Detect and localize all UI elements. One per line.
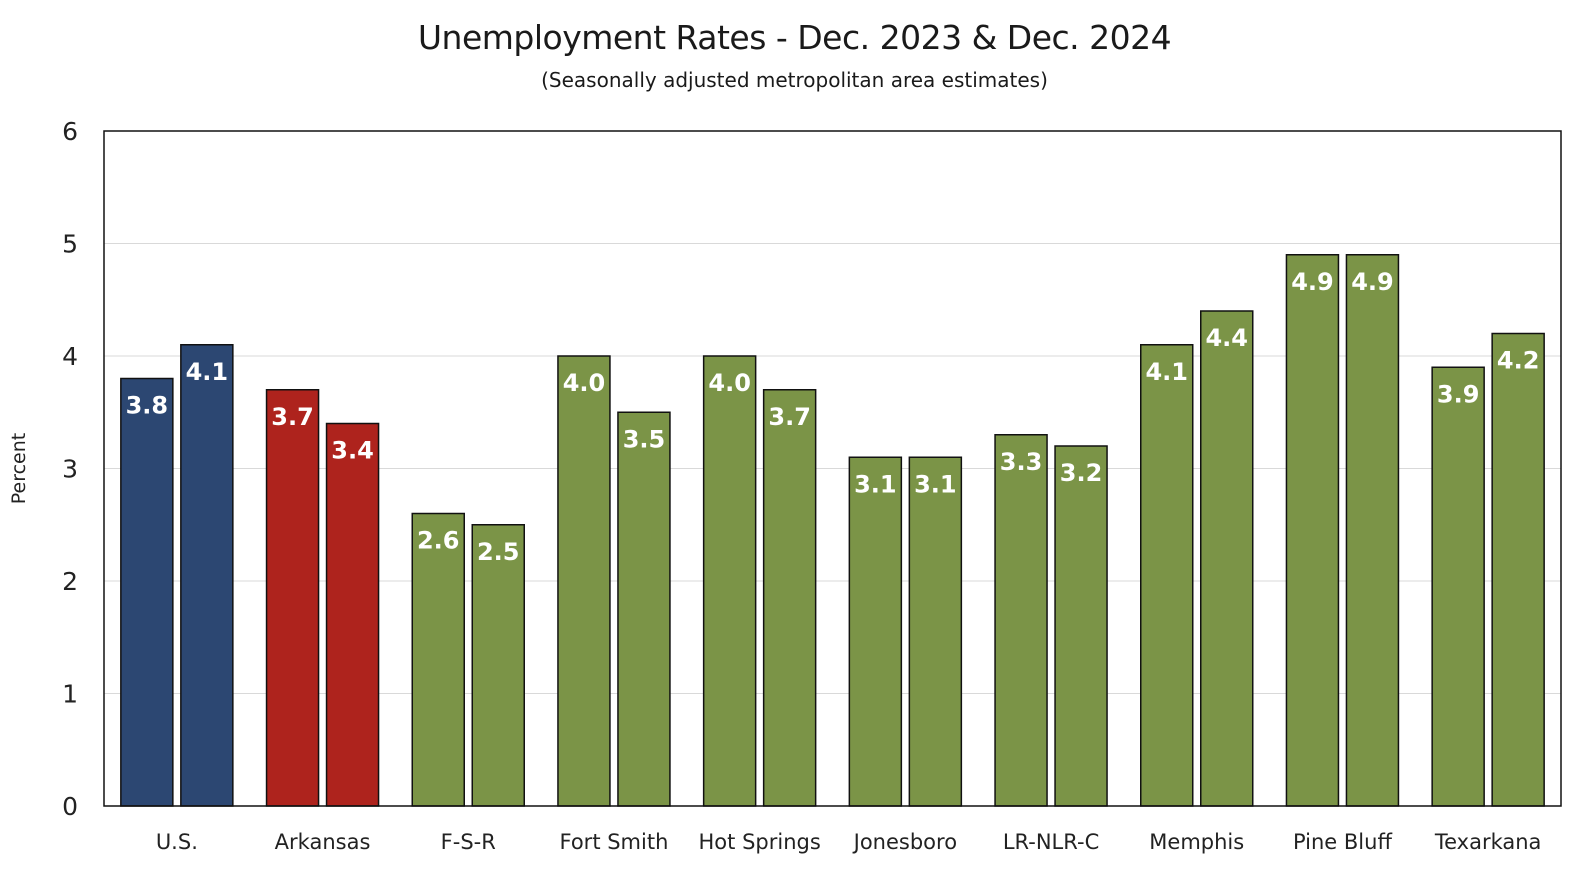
chart-subtitle: (Seasonally adjusted metropolitan area e…	[541, 68, 1048, 92]
x-tick-label: Fort Smith	[560, 830, 669, 854]
bar	[848, 456, 903, 807]
x-tick-label: Hot Springs	[699, 830, 821, 854]
data-label: 3.7	[271, 403, 314, 431]
x-tick-label: Jonesboro	[852, 830, 957, 854]
bar	[994, 434, 1048, 807]
data-label: 3.5	[623, 425, 666, 453]
bar	[471, 524, 525, 807]
data-label: 4.9	[1291, 268, 1334, 296]
data-label: 3.2	[1060, 459, 1103, 487]
chart-title: Unemployment Rates - Dec. 2023 & Dec. 20…	[417, 18, 1172, 57]
y-tick-label: 3	[62, 455, 78, 484]
data-label: 4.0	[563, 369, 606, 397]
bar	[1140, 344, 1194, 807]
bar	[180, 344, 234, 807]
y-tick-label: 4	[62, 342, 78, 371]
y-tick-label: 0	[62, 792, 78, 821]
data-label: 4.0	[708, 369, 751, 397]
bar	[1345, 254, 1400, 807]
bar	[120, 377, 174, 807]
data-label: 3.7	[768, 403, 811, 431]
bar	[908, 456, 963, 807]
data-label: 4.9	[1351, 268, 1394, 296]
y-tick-label: 1	[62, 680, 78, 709]
data-label: 4.1	[1145, 358, 1188, 386]
data-label: 3.9	[1437, 380, 1480, 408]
data-label: 3.3	[1000, 448, 1043, 476]
data-label: 4.2	[1497, 347, 1540, 375]
data-label: 3.1	[854, 470, 897, 498]
bar	[1200, 310, 1254, 807]
plot-area-border	[103, 130, 1562, 807]
bar	[557, 355, 611, 807]
bar	[1491, 332, 1545, 807]
data-label: 3.8	[126, 392, 169, 420]
x-tick-label: F-S-R	[441, 830, 496, 854]
bar	[1431, 366, 1485, 807]
x-tick-label: Texarkana	[1434, 830, 1542, 854]
y-tick-label: 5	[62, 230, 78, 259]
bar	[762, 389, 817, 807]
bar	[702, 355, 757, 807]
bar	[411, 512, 465, 807]
x-tick-label: LR-NLR-C	[1003, 830, 1099, 854]
x-tick-label: Pine Bluff	[1293, 830, 1392, 854]
data-label: 4.4	[1205, 324, 1248, 352]
bar	[617, 411, 671, 807]
data-label: 3.4	[331, 437, 374, 465]
x-tick-label: Arkansas	[275, 830, 371, 854]
bar	[1285, 254, 1340, 807]
x-tick-label: U.S.	[156, 830, 198, 854]
data-label: 2.5	[477, 538, 520, 566]
data-label: 3.1	[914, 470, 957, 498]
bar	[265, 389, 320, 807]
y-tick-label: 2	[62, 567, 78, 596]
bar	[325, 422, 380, 807]
y-tick-label: 6	[62, 117, 78, 146]
data-label: 2.6	[417, 527, 460, 555]
bar	[1054, 445, 1108, 807]
data-label: 4.1	[186, 358, 229, 386]
x-tick-label: Memphis	[1149, 830, 1244, 854]
y-axis-label: Percent	[8, 433, 30, 505]
